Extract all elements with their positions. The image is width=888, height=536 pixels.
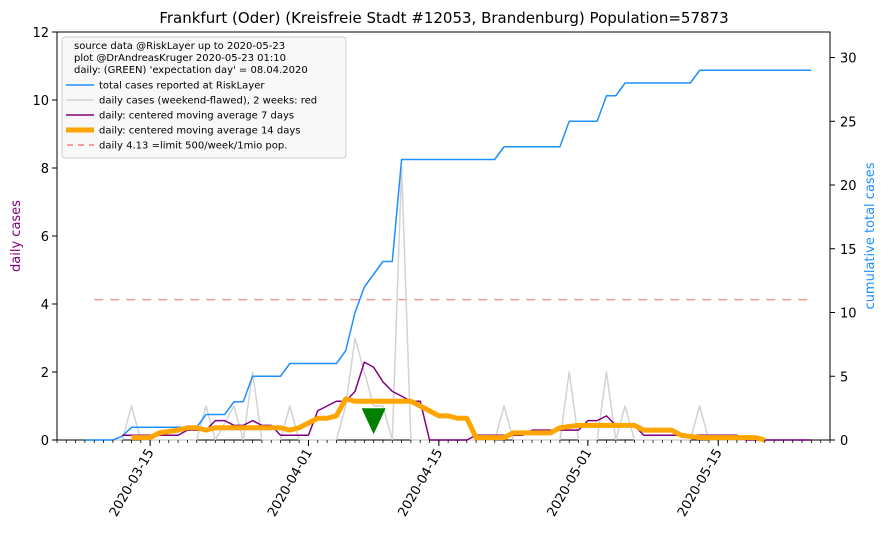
legend-note-source: source data @RiskLayer up to 2020-05-23 [74, 41, 285, 52]
legend-label-2: daily: centered moving average 7 days [99, 111, 294, 122]
x-tick-label: 2020-05-15 [675, 447, 726, 520]
y-left-tick-label: 10 [32, 94, 49, 109]
y-left-tick-label: 6 [41, 230, 49, 245]
y-left-tick-label: 4 [41, 298, 49, 313]
y-right-tick-label: 10 [840, 307, 857, 322]
legend-label-4: daily 4.13 =limit 500/week/1mio pop. [99, 141, 287, 152]
y-axis-right-label: cumulative total cases [863, 162, 878, 309]
series-line-1 [84, 167, 812, 441]
legend-note-expectation: daily: (GREEN) 'expectation day' = 08.04… [74, 65, 308, 76]
legend-label-0: total cases reported at RiskLayer [99, 81, 265, 92]
series-line-3 [131, 396, 766, 443]
y-right-tick-label: 0 [840, 434, 848, 449]
y-axis-left-label: daily cases [9, 200, 24, 272]
legend: source data @RiskLayer up to 2020-05-23 … [61, 36, 347, 159]
expectation-day-marker [361, 408, 386, 435]
y-right-tick-label: 30 [840, 52, 857, 67]
y-right-tick-label: 5 [840, 370, 848, 385]
legend-label-1: daily cases (weekend-flawed), 2 weeks: r… [99, 96, 317, 107]
y-left-tick-label: 2 [41, 366, 49, 381]
legend-label-3: daily: centered moving average 14 days [99, 126, 300, 137]
y-left-tick-label: 0 [41, 434, 49, 449]
series-line-2 [122, 361, 812, 441]
legend-note-plot: plot @DrAndreasKruger 2020-05-23 01:10 [74, 53, 286, 64]
series-layer [84, 69, 812, 443]
legend-box [61, 36, 347, 159]
y-right-tick-label: 20 [840, 179, 857, 194]
y-left-tick-label: 12 [32, 26, 49, 41]
x-tick-label: 2020-04-01 [265, 447, 316, 520]
y-right-tick-label: 25 [840, 115, 857, 130]
x-tick-label: 2020-03-15 [107, 447, 158, 520]
x-tick-label: 2020-05-01 [545, 447, 596, 520]
chart-title: Frankfurt (Oder) (Kreisfreie Stadt #1205… [159, 9, 728, 27]
series-line-0 [84, 69, 812, 441]
y-right-tick-label: 15 [840, 243, 857, 258]
x-tick-label: 2020-04-15 [396, 447, 447, 520]
y-left-tick-label: 8 [41, 162, 49, 177]
